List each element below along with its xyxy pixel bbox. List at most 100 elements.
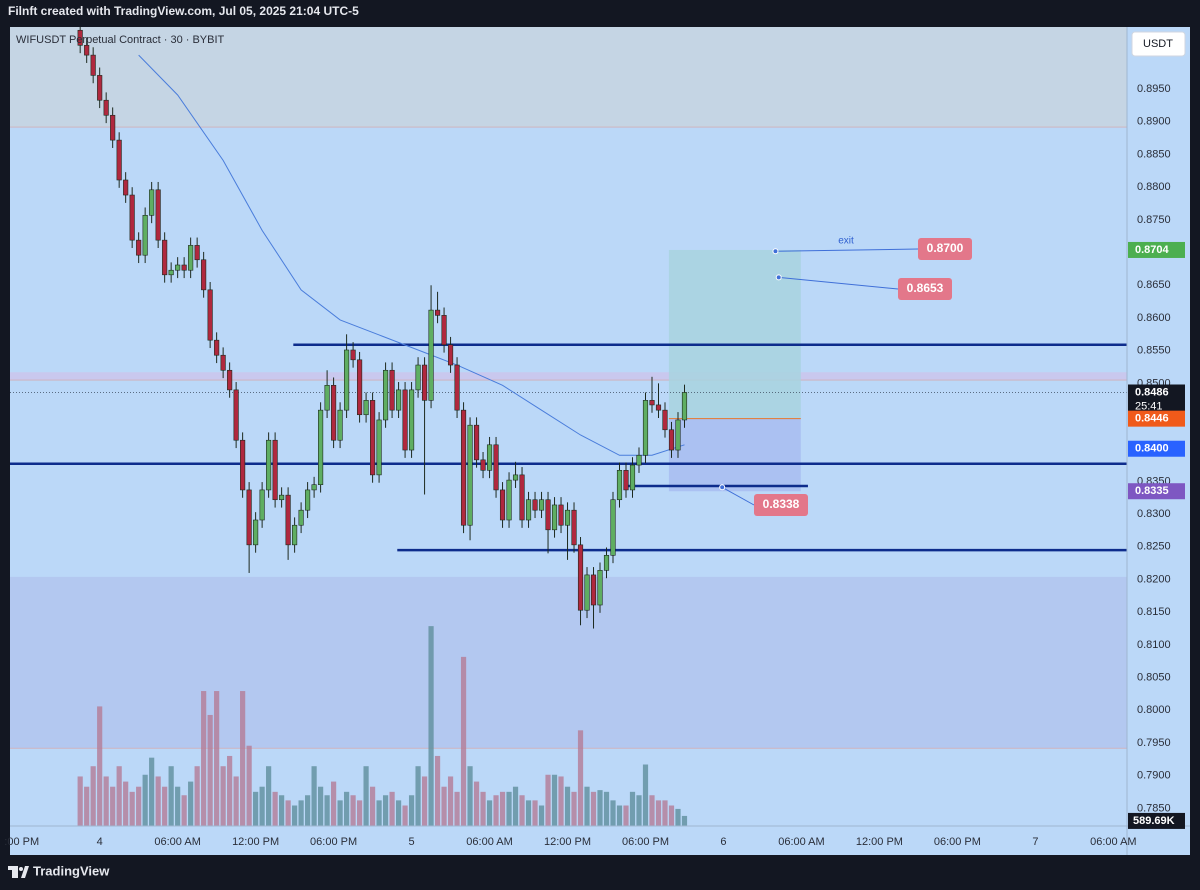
callout-box	[898, 278, 952, 300]
volume-bar	[246, 745, 252, 826]
volume-badge	[1128, 812, 1185, 829]
candle-body	[240, 439, 246, 491]
candle-body	[545, 499, 551, 531]
x-tick-label: 06:00 AM	[778, 836, 824, 848]
volume-bar	[343, 791, 350, 826]
annotation: exit	[838, 236, 854, 247]
candle-body	[259, 489, 265, 521]
volume-bar	[512, 786, 519, 826]
y-tick-label: 0.8650	[1137, 279, 1171, 291]
candle-body	[136, 239, 142, 256]
x-tick-label: 06:00 PM	[310, 836, 357, 848]
candle-body	[519, 474, 525, 521]
zone	[10, 27, 1127, 128]
volume-bar	[668, 805, 675, 826]
candle-body	[279, 494, 285, 501]
volume-bar	[382, 795, 389, 826]
target-zone	[668, 249, 801, 419]
zone	[10, 576, 1127, 749]
y-tick-label: 0.8600	[1137, 312, 1171, 324]
candle-body	[441, 315, 447, 346]
volume-bar	[441, 786, 447, 826]
candle-body	[649, 400, 655, 406]
volume-bar	[519, 795, 525, 826]
volume-bar	[558, 776, 564, 826]
x-tick-label: 06:00 AM	[466, 836, 512, 848]
volume-bar	[454, 791, 460, 826]
volume-bar	[123, 781, 129, 826]
candle-body	[577, 544, 584, 611]
candle-body	[214, 339, 220, 356]
price-badge-label: 0.8335	[1135, 485, 1169, 497]
candle-body	[636, 454, 642, 466]
volume-bar	[499, 791, 506, 826]
candle-body	[227, 369, 233, 391]
candle-body	[142, 215, 148, 256]
candle-body	[434, 309, 441, 316]
candle-body	[123, 179, 129, 196]
volume-bar	[389, 791, 395, 826]
candle-body	[292, 524, 298, 546]
candle-body	[201, 259, 207, 291]
volume-bar	[649, 795, 655, 826]
volume-bar	[103, 776, 109, 826]
credit: Filnft created with TradingView.com, Jul…	[8, 4, 359, 18]
volume-bar	[447, 776, 454, 826]
y-tick-label: 0.7950	[1137, 737, 1171, 749]
candle-body	[266, 439, 272, 491]
volume-bar	[181, 795, 187, 826]
candle-body	[447, 344, 454, 366]
candle-body	[116, 139, 122, 181]
volume-bar	[493, 795, 499, 826]
volume-bar	[227, 755, 233, 826]
volume-bar	[636, 795, 642, 826]
volume-bar	[162, 786, 168, 826]
volume-bar	[337, 800, 343, 826]
candle-body	[662, 409, 668, 431]
volume-bar	[577, 730, 584, 826]
candle-body	[155, 189, 161, 241]
y-tick-label: 0.8200	[1137, 573, 1171, 585]
volume-bar	[545, 774, 551, 826]
candle-body	[331, 385, 337, 441]
currency-button[interactable]	[1131, 31, 1186, 57]
volume-bar	[369, 786, 376, 826]
callout-label: 0.8700	[927, 241, 964, 255]
volume-bar	[525, 800, 532, 826]
price-badge	[1128, 241, 1185, 258]
candle-body	[324, 385, 330, 411]
candle-body	[84, 45, 90, 56]
volume-bar	[318, 786, 324, 826]
volume-bar	[480, 791, 486, 826]
candle-body	[233, 389, 239, 441]
volume-bar	[590, 791, 597, 826]
candle-body	[272, 439, 278, 501]
candle-body	[454, 364, 460, 411]
volume-bar	[629, 791, 636, 826]
candle-body	[655, 404, 662, 411]
currency-button-label[interactable]: USDT	[1143, 38, 1173, 50]
candle-body	[90, 54, 96, 76]
candle-body	[616, 470, 623, 501]
volume-bar	[584, 786, 590, 826]
x-tick-label: 7	[1032, 836, 1038, 848]
volume-bar	[207, 714, 213, 826]
volume-bar	[129, 791, 135, 826]
volume-bar	[363, 766, 369, 826]
volume-bar	[538, 805, 545, 826]
candle-body	[389, 369, 395, 411]
volume-bar	[110, 786, 116, 826]
candle-body	[415, 364, 421, 391]
volume-bar	[149, 757, 155, 826]
volume-bar	[116, 766, 122, 826]
candle-body	[220, 354, 226, 371]
candle-body	[363, 400, 369, 416]
y-tick-label: 0.7850	[1137, 802, 1171, 814]
volume-bar	[662, 800, 668, 826]
volume-bar	[292, 805, 298, 826]
callout-label: 0.8338	[763, 497, 800, 511]
volume-bar	[240, 691, 246, 826]
volume-bar	[415, 766, 421, 826]
